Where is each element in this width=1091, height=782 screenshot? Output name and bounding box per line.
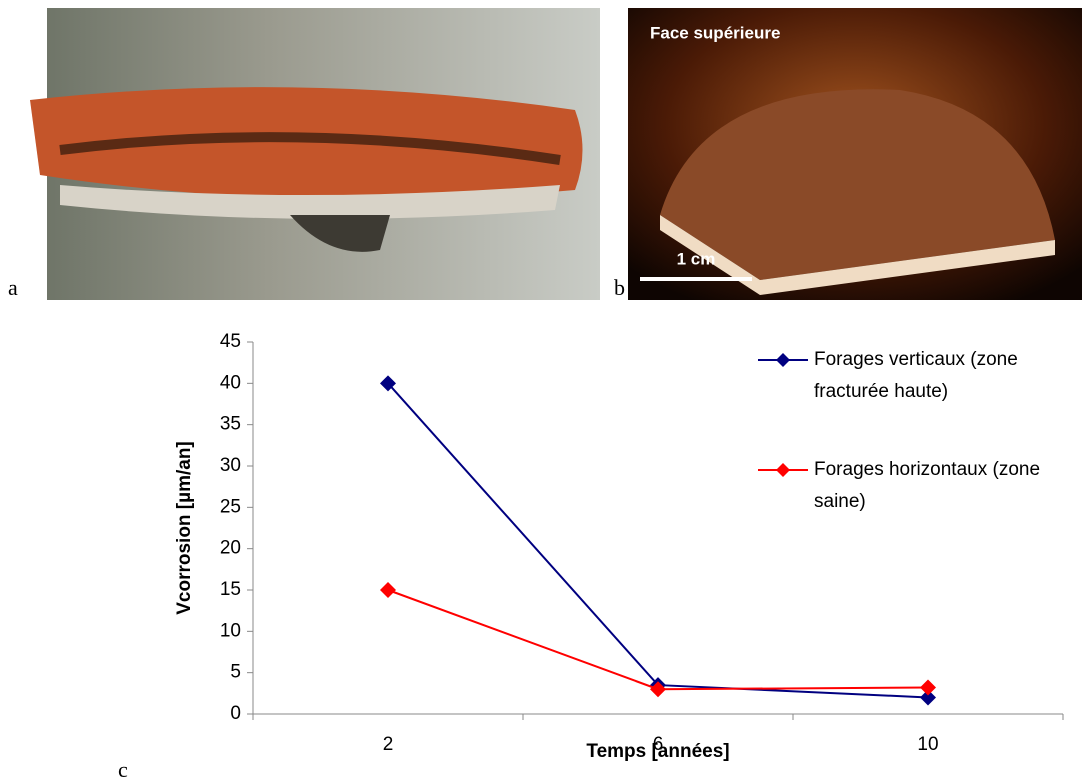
photo-a <box>30 8 600 300</box>
legend-entry: Forages verticaux (zone fracturée haute) <box>814 349 1018 402</box>
x-tick-label: 2 <box>383 734 394 755</box>
photo-caption: Face supérieure <box>650 23 780 42</box>
y-axis-label: Vcorrosion [µm/an] <box>174 441 195 615</box>
panel-label: b <box>614 275 625 300</box>
y-tick-label: 5 <box>230 662 241 683</box>
legend-label: Forages verticaux (zone fracturée haute) <box>814 349 1018 402</box>
legend-marker <box>776 353 790 367</box>
panel-label: c <box>118 757 128 782</box>
y-tick-label: 30 <box>220 455 241 476</box>
x-tick-label: 6 <box>653 734 664 755</box>
y-tick-label: 45 <box>220 331 241 352</box>
y-tick-label: 35 <box>220 414 241 435</box>
y-tick-label: 0 <box>230 703 241 724</box>
data-point <box>920 689 936 706</box>
data-point <box>920 679 936 696</box>
y-tick-label: 15 <box>220 579 241 600</box>
y-tick-label: 20 <box>220 538 241 559</box>
data-point <box>380 375 396 392</box>
legend-label: Forages horizontaux (zone saine) <box>814 459 1041 512</box>
y-tick-label: 25 <box>220 496 241 517</box>
series-line <box>387 589 929 691</box>
data-point <box>380 582 396 598</box>
x-tick-label: 10 <box>917 734 938 755</box>
y-tick-label: 40 <box>220 372 241 393</box>
scale-bar-label: 1 cm <box>677 249 716 268</box>
legend-marker <box>776 463 790 477</box>
panel-label: a <box>8 275 18 300</box>
legend-entry: Forages horizontaux (zone saine) <box>814 459 1041 512</box>
y-tick-label: 10 <box>220 620 241 641</box>
series-line <box>387 382 929 699</box>
data-point <box>650 681 666 698</box>
x-axis-label: Temps [années] <box>586 741 729 762</box>
photo-b: Face supérieure 1 cm <box>628 8 1082 300</box>
